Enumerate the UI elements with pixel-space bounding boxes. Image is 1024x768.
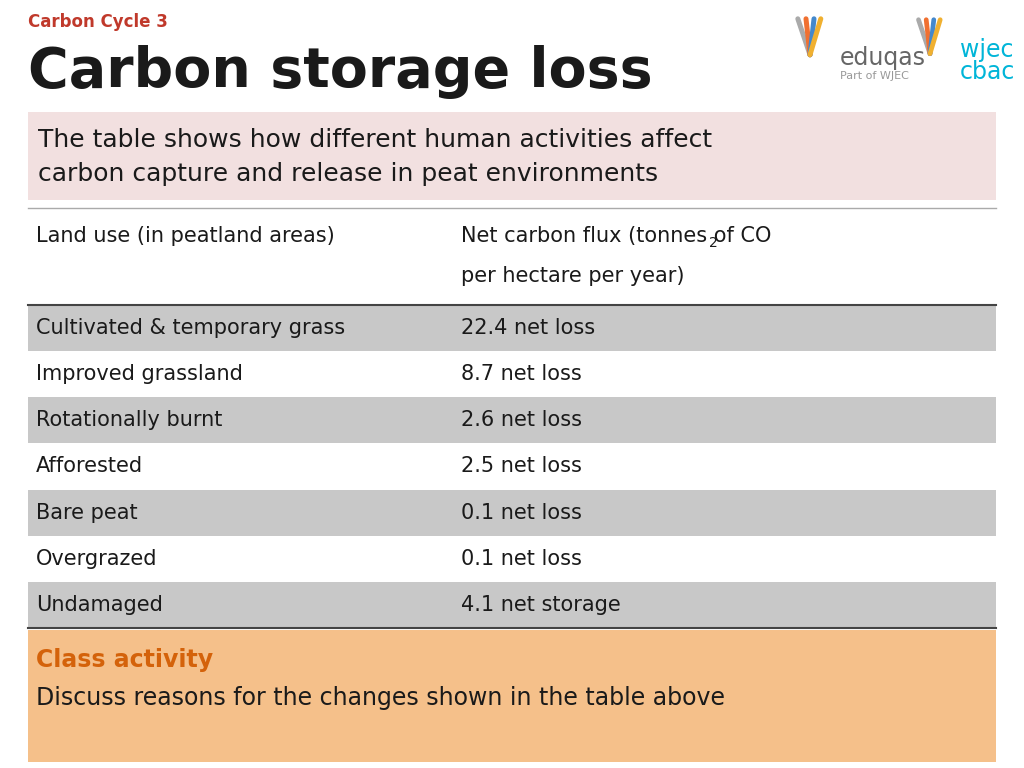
Text: Part of WJEC: Part of WJEC [840,71,909,81]
Text: 2: 2 [709,236,718,250]
Text: eduqas: eduqas [840,46,926,70]
Text: Discuss reasons for the changes shown in the table above: Discuss reasons for the changes shown in… [36,686,725,710]
Bar [28,582,996,628]
Bar [28,443,996,489]
Bar [28,630,996,762]
Bar [28,489,996,536]
Text: 2.5 net loss: 2.5 net loss [461,456,582,476]
Text: 2.6 net loss: 2.6 net loss [461,410,582,430]
Text: Undamaged: Undamaged [36,595,163,615]
Text: Bare peat: Bare peat [36,502,137,523]
Text: Carbon storage loss: Carbon storage loss [28,45,652,99]
Text: Rotationally burnt: Rotationally burnt [36,410,222,430]
Bar [28,397,996,443]
Text: cbac: cbac [961,60,1016,84]
Text: 0.1 net loss: 0.1 net loss [461,502,582,523]
Bar [28,536,996,582]
Text: The table shows how different human activities affect: The table shows how different human acti… [38,128,712,152]
Text: per hectare per year): per hectare per year) [461,266,684,286]
Text: Land use (in peatland areas): Land use (in peatland areas) [36,226,335,246]
Text: carbon capture and release in peat environments: carbon capture and release in peat envir… [38,162,658,186]
Text: 8.7 net loss: 8.7 net loss [461,364,582,384]
Text: Afforested: Afforested [36,456,143,476]
Bar [28,305,996,351]
Text: Cultivated & temporary grass: Cultivated & temporary grass [36,318,345,338]
Text: Carbon Cycle 3: Carbon Cycle 3 [28,13,168,31]
Text: 22.4 net loss: 22.4 net loss [461,318,595,338]
Text: Net carbon flux (tonnes of CO: Net carbon flux (tonnes of CO [461,226,771,246]
Text: 0.1 net loss: 0.1 net loss [461,549,582,569]
Text: wjec: wjec [961,38,1014,62]
Bar [28,112,996,200]
Bar [28,351,996,397]
Text: 4.1 net storage: 4.1 net storage [461,595,621,615]
Text: Improved grassland: Improved grassland [36,364,243,384]
Text: Overgrazed: Overgrazed [36,549,158,569]
Text: Class activity: Class activity [36,648,213,672]
